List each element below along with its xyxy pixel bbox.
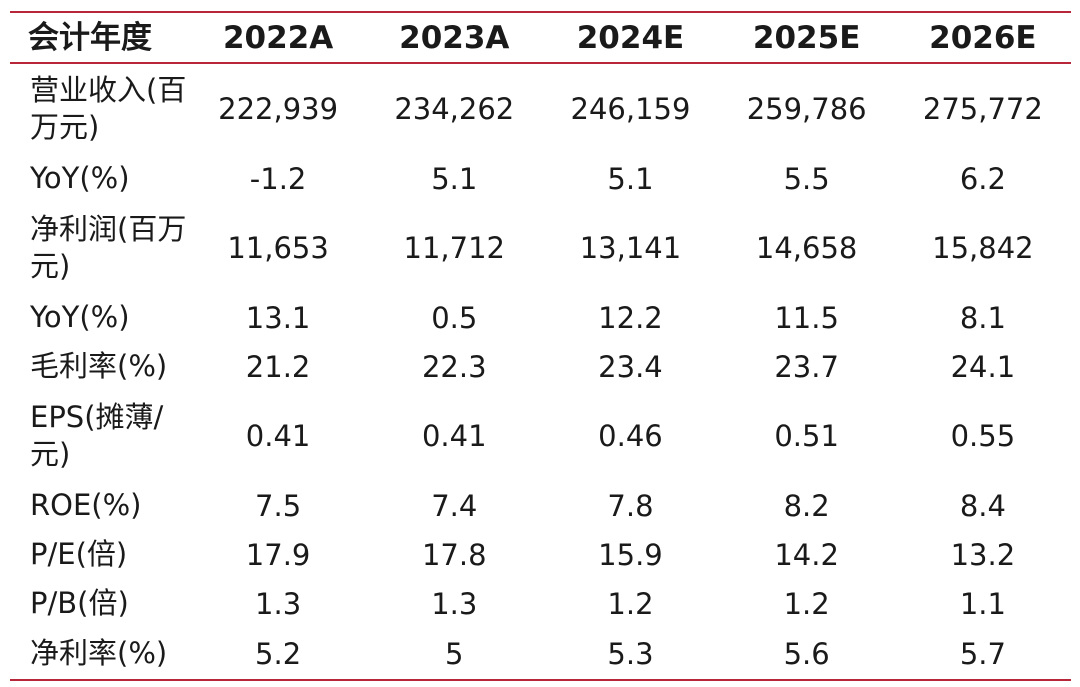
cell-revenue-yoy-2022a: -1.2 <box>249 161 307 196</box>
financial-forecast-table: 会计年度 2022A 2023A 2024E 2025E 2026E <box>10 13 1071 62</box>
cell-pe-2024e: 15.9 <box>598 537 663 572</box>
cell-pb-2026e: 1.1 <box>959 586 1006 621</box>
cell-roe-2023a: 7.4 <box>431 488 478 523</box>
table-top-rule <box>10 11 1071 13</box>
cell-net-profit-2023a: 11,712 <box>403 231 506 265</box>
cell-revenue-yoy-2023a: 5.1 <box>431 161 478 196</box>
header-year-2022a: 2022A <box>222 19 334 56</box>
table-row-revenue-yoy: YoY(%) -1.2 5.1 5.1 5.5 6.2 <box>10 154 1071 203</box>
cell-net-margin-2025e: 5.6 <box>783 636 830 671</box>
cell-roe-2026e: 8.4 <box>959 488 1006 523</box>
cell-gross-margin-2026e: 24.1 <box>950 349 1016 384</box>
cell-pb-2022a: 1.3 <box>255 586 302 621</box>
cell-net-profit-yoy-2022a: 13.1 <box>245 300 311 335</box>
cell-net-margin-2024e: 5.3 <box>607 636 654 671</box>
cell-pe-2022a: 17.9 <box>245 537 311 572</box>
table-row-net-profit: 净利润(百万元) 11,653 11,712 13,141 14,658 15,… <box>10 203 1071 293</box>
cell-pb-2024e: 1.2 <box>607 586 654 621</box>
table-row-revenue: 营业收入(百万元) 222,939 234,262 246,159 259,78… <box>10 64 1071 154</box>
header-year-2024e: 2024E <box>576 19 685 56</box>
row-label-gross-margin: 毛利率(%) <box>30 349 168 383</box>
row-label-revenue: 营业收入(百万元) <box>30 73 187 144</box>
cell-pb-2025e: 1.2 <box>783 586 830 621</box>
row-label-roe: ROE(%) <box>30 488 142 522</box>
table-header-rule <box>10 62 1071 64</box>
header-year-2026e: 2026E <box>929 19 1037 56</box>
cell-net-profit-yoy-2026e: 8.1 <box>959 300 1006 335</box>
financial-forecast-table-body: 营业收入(百万元) 222,939 234,262 246,159 259,78… <box>10 64 1071 679</box>
table-row-eps: EPS(摊薄/元) 0.41 0.41 0.46 0.51 0.55 <box>10 391 1071 481</box>
cell-roe-2022a: 7.5 <box>255 488 302 523</box>
cell-pe-2025e: 14.2 <box>774 537 839 572</box>
table-row-pe: P/E(倍) 17.9 17.8 15.9 14.2 13.2 <box>10 530 1071 579</box>
row-label-eps: EPS(摊薄/元) <box>30 400 164 471</box>
header-fiscal-year: 会计年度 <box>28 19 152 56</box>
financial-forecast-table-container: 会计年度 2022A 2023A 2024E 2025E 2026E 营业收入(… <box>10 11 1071 681</box>
cell-eps-2025e: 0.51 <box>774 419 839 453</box>
row-label-net-profit: 净利润(百万元) <box>30 212 187 283</box>
cell-eps-2026e: 0.55 <box>950 419 1016 453</box>
cell-net-margin-2022a: 5.2 <box>255 636 302 671</box>
cell-net-profit-2022a: 11,653 <box>227 231 329 265</box>
cell-gross-margin-2022a: 21.2 <box>245 349 311 384</box>
row-label-net-margin: 净利率(%) <box>30 636 168 670</box>
cell-pb-2023a: 1.3 <box>431 586 478 621</box>
cell-gross-margin-2024e: 23.4 <box>598 349 663 384</box>
row-label-pe: P/E(倍) <box>30 537 128 571</box>
header-year-2025e: 2025E <box>752 19 861 56</box>
table-row-net-margin: 净利率(%) 5.2 5 5.3 5.6 5.7 <box>10 628 1071 679</box>
table-row-pb: P/B(倍) 1.3 1.3 1.2 1.2 1.1 <box>10 579 1071 628</box>
cell-revenue-2022a: 222,939 <box>218 92 339 126</box>
row-label-pb: P/B(倍) <box>30 586 129 620</box>
table-row-roe: ROE(%) 7.5 7.4 7.8 8.2 8.4 <box>10 481 1071 530</box>
cell-net-profit-yoy-2025e: 11.5 <box>774 300 839 335</box>
cell-net-margin-2026e: 5.7 <box>959 636 1006 671</box>
cell-gross-margin-2023a: 22.3 <box>421 349 487 384</box>
cell-roe-2024e: 7.8 <box>607 488 654 523</box>
table-row-gross-margin: 毛利率(%) 21.2 22.3 23.4 23.7 24.1 <box>10 342 1071 391</box>
cell-roe-2025e: 8.2 <box>783 488 830 523</box>
cell-eps-2023a: 0.41 <box>421 419 487 453</box>
table-bottom-rule <box>10 679 1071 681</box>
cell-revenue-2024e: 246,159 <box>570 92 691 126</box>
cell-net-profit-2026e: 15,842 <box>932 231 1034 265</box>
cell-revenue-yoy-2026e: 6.2 <box>959 161 1006 196</box>
row-label-revenue-yoy: YoY(%) <box>30 161 130 195</box>
cell-eps-2024e: 0.46 <box>598 419 663 453</box>
cell-revenue-yoy-2024e: 5.1 <box>607 161 654 196</box>
cell-net-profit-2024e: 13,141 <box>579 231 682 265</box>
header-row: 会计年度 2022A 2023A 2024E 2025E 2026E <box>10 13 1071 62</box>
cell-net-profit-2025e: 14,658 <box>755 231 858 265</box>
table-header: 会计年度 2022A 2023A 2024E 2025E 2026E <box>10 13 1071 62</box>
header-year-2023a: 2023A <box>399 19 510 56</box>
cell-eps-2022a: 0.41 <box>245 419 311 453</box>
cell-revenue-2026e: 275,772 <box>922 92 1043 126</box>
cell-pe-2026e: 13.2 <box>950 537 1016 572</box>
table-row-net-profit-yoy: YoY(%) 13.1 0.5 12.2 11.5 8.1 <box>10 293 1071 342</box>
cell-gross-margin-2025e: 23.7 <box>774 349 839 384</box>
cell-pe-2023a: 17.8 <box>421 537 487 572</box>
row-label-net-profit-yoy: YoY(%) <box>30 300 130 334</box>
cell-net-profit-yoy-2024e: 12.2 <box>598 300 663 335</box>
cell-net-profit-yoy-2023a: 0.5 <box>431 300 478 335</box>
cell-revenue-2023a: 234,262 <box>394 92 515 126</box>
cell-revenue-2025e: 259,786 <box>746 92 867 126</box>
cell-net-margin-2023a: 5 <box>445 636 464 671</box>
cell-revenue-yoy-2025e: 5.5 <box>783 161 830 196</box>
